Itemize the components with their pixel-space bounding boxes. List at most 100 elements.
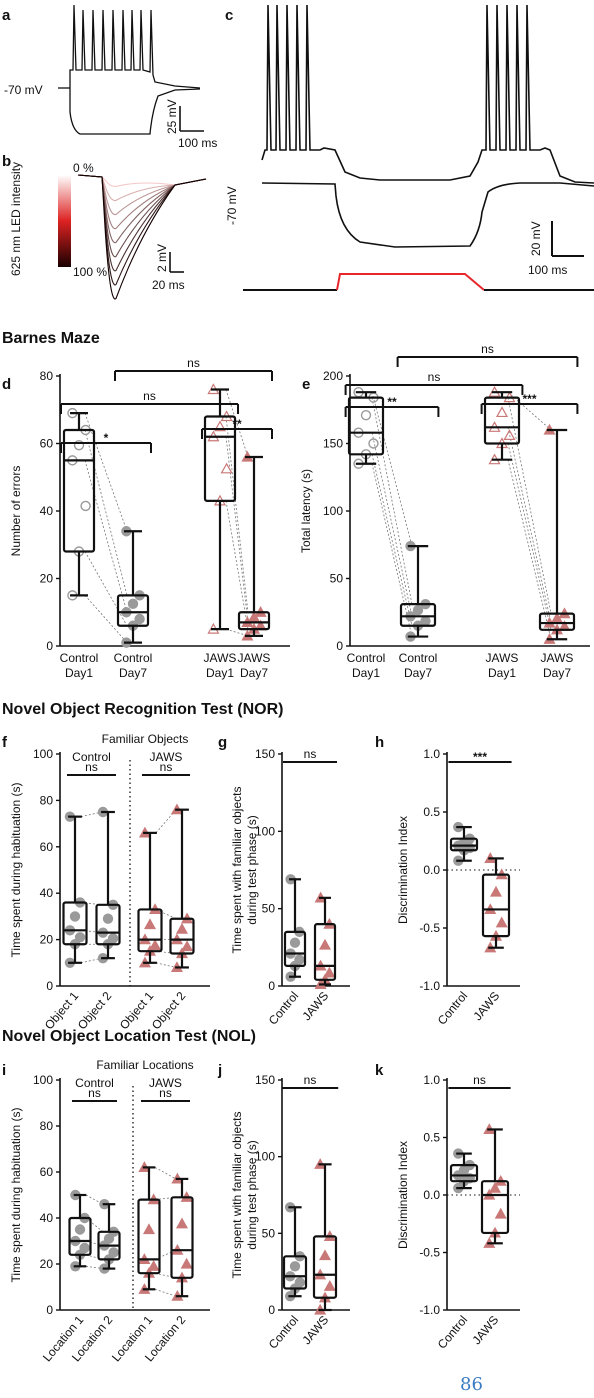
box-f-1 xyxy=(95,806,121,964)
ytick-label-i-2: 40 xyxy=(40,1211,54,1225)
group-label-f-0: Control xyxy=(72,750,111,764)
epsp-trace-9 xyxy=(77,174,207,300)
ytick-label-f-1: 20 xyxy=(40,933,54,947)
sig-bracket-e-3: ns xyxy=(396,342,579,367)
chart-d: 0 20 40 60 80 Number of errors Control Day1 Cont… xyxy=(9,356,290,680)
epsp-trace-8 xyxy=(77,174,207,286)
box-d-3 xyxy=(237,450,271,641)
ytick-label-i-0: 0 xyxy=(46,1303,53,1317)
ytick-label-h-3: 0.5 xyxy=(423,805,440,819)
pair-line-i-1-4 xyxy=(154,1167,177,1180)
ylabel-line1-j: Time spent with familiar objects xyxy=(230,1112,244,1279)
panel-label-f: f xyxy=(2,734,8,751)
box-i-1 xyxy=(97,1198,121,1274)
sig-label-d-3: ns xyxy=(187,356,200,370)
ytick-label-k-2: 0.0 xyxy=(423,1188,440,1202)
iqr-f-0 xyxy=(62,901,88,946)
panel-label-a: a xyxy=(2,7,11,24)
ylabel-g: Time spent with familiar objectsduring t… xyxy=(230,787,259,954)
sig-bracket-f-0: ns xyxy=(67,760,116,776)
pair-line-d-0-4 xyxy=(84,412,128,532)
point-i-1-2 xyxy=(108,1247,119,1258)
c-scalebar xyxy=(551,221,584,257)
point-d-0-2 xyxy=(80,500,91,512)
point-h-1-4 xyxy=(489,885,503,897)
iqr-i-3 xyxy=(170,1196,194,1279)
iqr-e-0 xyxy=(347,396,385,456)
pair-line-d-0-2 xyxy=(84,460,128,613)
chart-j: 0 50 100 150 Time spent with familiar object… xyxy=(230,1073,350,1352)
sig-label-f-1: ns xyxy=(160,760,173,774)
panel-label-k: k xyxy=(375,1062,384,1079)
panel-label-h: h xyxy=(375,734,384,751)
iqr-g-0 xyxy=(283,930,307,967)
ytick-label-j-0: 0 xyxy=(268,1303,275,1317)
point-e-0-2 xyxy=(368,438,379,449)
panel-label-b: b xyxy=(2,153,11,170)
point-e-1-4 xyxy=(412,605,424,616)
c-scale-v: 20 mV xyxy=(529,221,543,256)
ytick-label-e-2: 100 xyxy=(323,504,343,518)
sig-bracket-e-0: ** xyxy=(344,395,440,417)
point-d-1-4 xyxy=(127,598,139,610)
point-i-2-4 xyxy=(142,1223,156,1235)
iqr-d-1 xyxy=(116,594,150,627)
box-g-1 xyxy=(313,891,337,990)
ylabel-f: Time spent during habituation (s) xyxy=(9,783,23,958)
point-h-1-2 xyxy=(495,916,508,928)
ytick-label-i-5: 100 xyxy=(33,1073,53,1087)
epsp-trace-3 xyxy=(77,174,207,216)
point-d-0-4 xyxy=(73,439,85,451)
box-e-1 xyxy=(399,540,437,642)
pair-line-i-1-0 xyxy=(154,1288,177,1297)
xtick-label-e-2: JAWS Day1 xyxy=(486,651,519,680)
sig-bracket-i-1: ns xyxy=(141,1086,190,1102)
sig-label-g-0: ns xyxy=(304,747,317,761)
group-label-f-1: JAWS xyxy=(150,750,183,764)
b-scalebar xyxy=(169,252,184,273)
trace-c-hyperpolarized xyxy=(261,182,594,248)
xtick-label-j-0: Control xyxy=(266,1313,302,1352)
pair-line-e-0-2 xyxy=(371,432,413,617)
point-g-1-2 xyxy=(323,966,336,978)
point-f-2-4 xyxy=(143,918,157,930)
box-e-3 xyxy=(538,423,576,644)
iqr-d-3 xyxy=(237,611,271,631)
iqr-f-1 xyxy=(95,903,121,946)
led-stimulus-trace xyxy=(243,273,594,291)
box-e-2 xyxy=(483,385,521,465)
iqr-i-2 xyxy=(137,1198,161,1275)
point-g-1-4 xyxy=(318,938,332,950)
panel-label-j: j xyxy=(217,1062,222,1079)
iqr-j-0 xyxy=(282,1255,308,1290)
sig-label-e-1: *** xyxy=(522,392,536,406)
xtick-label-h-1: JAWS xyxy=(470,989,502,1023)
ytick-label-d-3: 60 xyxy=(40,437,54,451)
box-f-2 xyxy=(137,826,163,968)
b-scale-v: 2 mV xyxy=(155,244,169,272)
point-f-3-2 xyxy=(181,940,194,952)
b-scale-t: 20 ms xyxy=(152,278,185,292)
ylabel-i: Time spent during habituation (s) xyxy=(9,1108,23,1283)
iqr-i-0 xyxy=(68,1216,92,1256)
ylabel-d: Number of errors xyxy=(9,466,23,557)
iqr-e-1 xyxy=(399,603,437,627)
iqr-f-3 xyxy=(169,917,195,955)
pair-line-e-0-4 xyxy=(371,392,413,547)
trace-b-family xyxy=(77,174,207,300)
point-j-0-2 xyxy=(294,1277,306,1288)
sig-bracket-e-2: ns xyxy=(344,370,524,395)
point-e-0-4 xyxy=(360,409,372,421)
xtick-label-f-0: Object 1 xyxy=(42,989,82,1032)
pair-line-i-0-1 xyxy=(85,1254,104,1260)
xtick-label-h-0: Control xyxy=(435,989,471,1028)
b-legend-label: 625 nm LED intensity xyxy=(9,162,23,276)
sig-label-d-0: * xyxy=(104,431,109,445)
pair-line-e-1-2 xyxy=(507,427,552,624)
xtick-label-e-3: JAWS Day7 xyxy=(541,651,574,680)
chart-e: 0 50 100 150 200 Total latency (s) Control Day1… xyxy=(299,342,590,680)
b-legend-top: 0 % xyxy=(73,161,94,175)
box-j-1 xyxy=(312,1158,338,1315)
c-voltage-label: -70 mV xyxy=(225,186,239,225)
